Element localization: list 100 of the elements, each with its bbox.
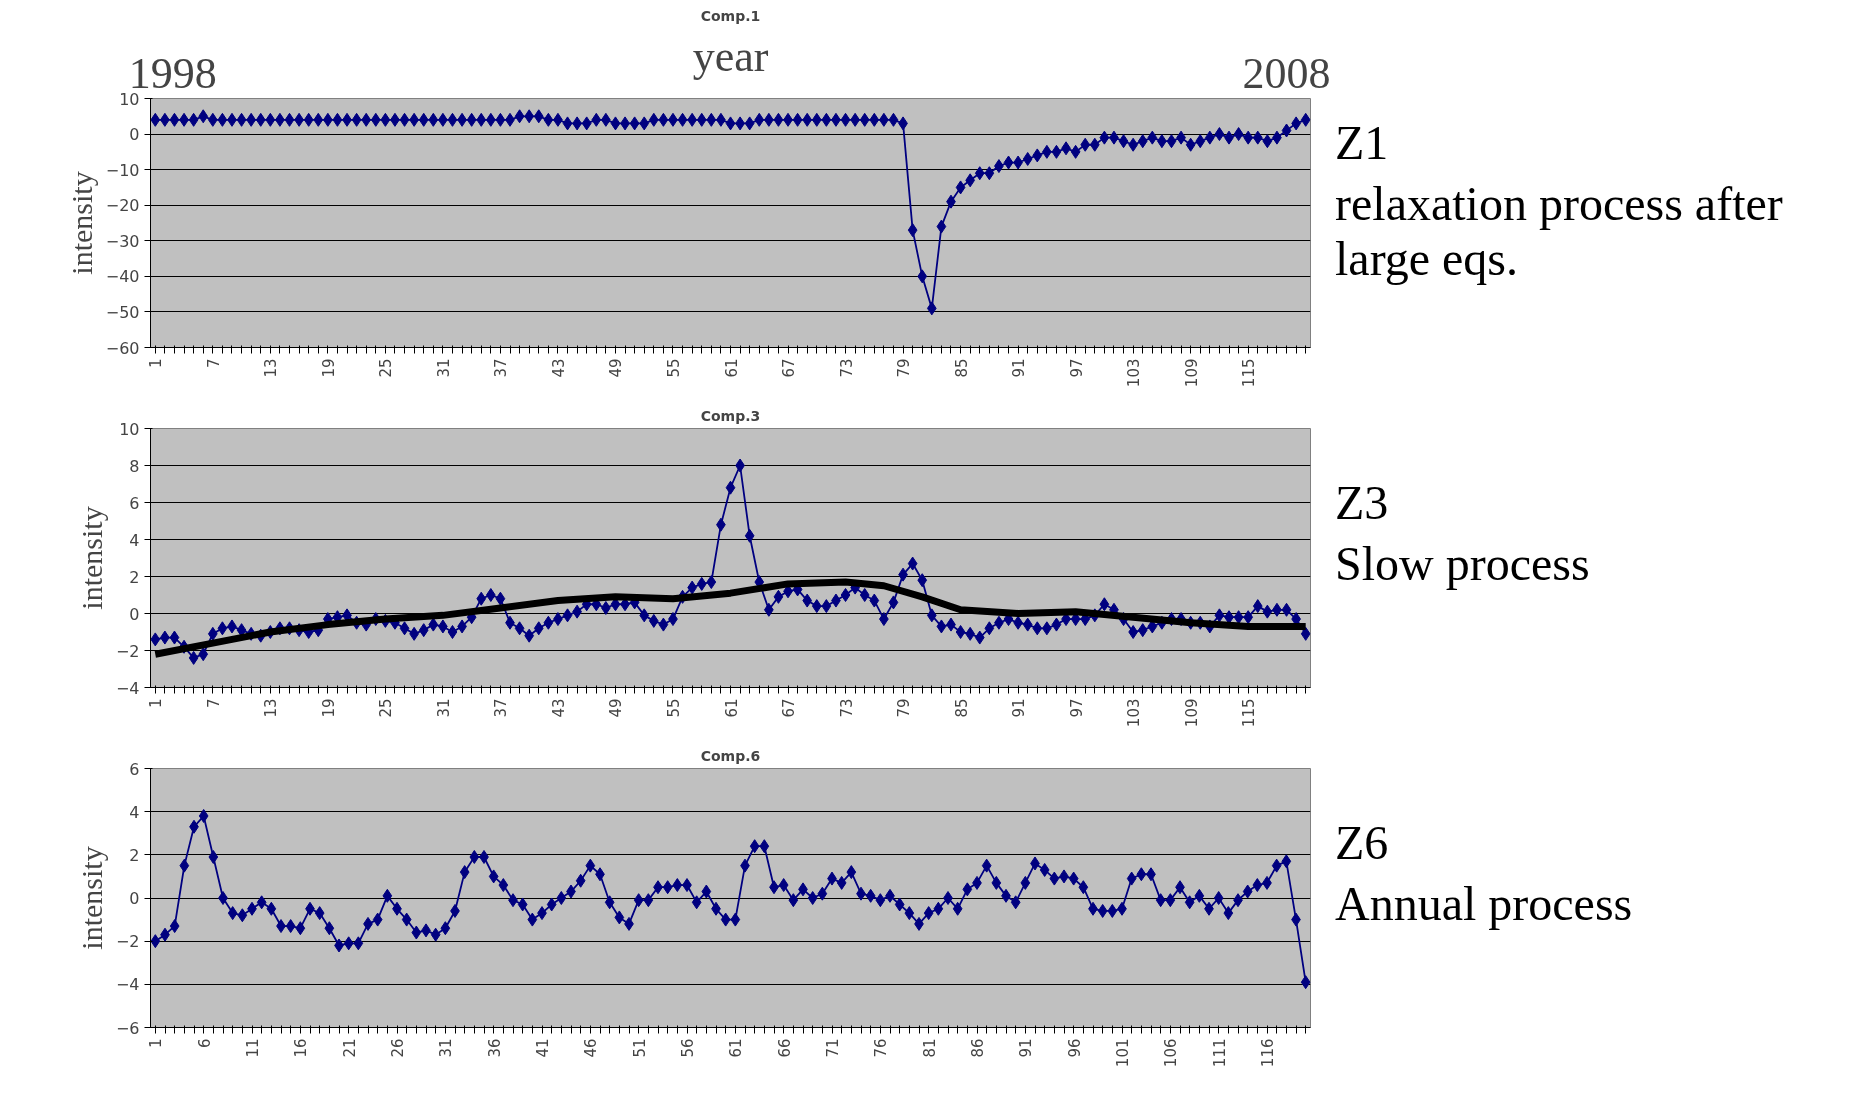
x-tick-label: 19 <box>319 358 338 378</box>
x2-axis-title: year <box>692 31 769 81</box>
y-tick-label: 2 <box>129 845 140 865</box>
x-tick-label: 16 <box>292 1038 311 1058</box>
text: Z3 <box>1335 475 1390 531</box>
text: relaxation process after large eqs. <box>1335 176 1784 287</box>
text: Z1 <box>1335 115 1390 171</box>
y-tick-label: 0 <box>129 604 140 624</box>
x-tick-label: 1 <box>147 358 166 369</box>
x-tick-label: 55 <box>664 698 683 718</box>
x-tick-label: 36 <box>485 1038 504 1058</box>
y-tick-label: −6 <box>115 1018 140 1038</box>
x-tick-label: 85 <box>952 358 971 378</box>
x-tick-label: 49 <box>607 698 626 718</box>
x-tick-label: 111 <box>1210 1038 1229 1068</box>
x-tick-label: 61 <box>722 358 741 378</box>
chart-title: Comp.6 <box>700 747 761 764</box>
x-tick-label: 31 <box>434 358 453 378</box>
x-tick-label: 73 <box>837 358 856 378</box>
x-tick-label: 37 <box>492 698 511 718</box>
x-tick-label: 115 <box>1240 698 1259 728</box>
x-tick-label: 31 <box>437 1038 456 1058</box>
x-tick-label: 109 <box>1182 698 1201 728</box>
x-tick-label: 103 <box>1125 358 1144 388</box>
x-tick-label: 66 <box>775 1038 794 1058</box>
x-tick-label: 67 <box>780 358 799 378</box>
y-axis-title: intensity <box>64 171 98 275</box>
x-tick-label: 103 <box>1125 698 1144 728</box>
x-tick-label: 7 <box>204 358 223 369</box>
y-axis-title: intensity <box>74 506 108 610</box>
y-tick-label: 4 <box>129 802 140 822</box>
x-tick-label: 73 <box>837 698 856 718</box>
y-tick-label: 0 <box>129 125 140 145</box>
x-tick-label: 106 <box>1162 1038 1181 1068</box>
x-tick-label: 91 <box>1017 1038 1036 1058</box>
text: Z6 <box>1335 815 1390 871</box>
x-tick-label: 81 <box>920 1038 939 1058</box>
x-tick-label: 79 <box>895 698 914 718</box>
x-tick-label: 46 <box>582 1038 601 1058</box>
y-tick-label: −50 <box>105 302 140 322</box>
y-tick-label: −4 <box>115 975 140 995</box>
x-tick-label: 1 <box>147 698 166 709</box>
text: Slow process <box>1335 536 1590 592</box>
x-tick-label: 6 <box>195 1038 214 1049</box>
x-tick-label: 13 <box>262 698 281 718</box>
y-tick-label: −2 <box>115 641 140 661</box>
y-tick-label: 6 <box>129 493 140 513</box>
x-tick-label: 43 <box>549 698 568 718</box>
x-tick-label: 26 <box>389 1038 407 1058</box>
chart-title: Comp.3 <box>700 407 761 424</box>
chart-title: Comp.1 <box>700 7 761 24</box>
y-tick-label: −40 <box>105 267 140 287</box>
x-tick-label: 11 <box>244 1038 262 1058</box>
y-tick-label: 10 <box>119 419 140 439</box>
x-tick-label: 71 <box>824 1038 842 1058</box>
y-tick-label: 8 <box>129 456 140 476</box>
x-tick-label: 41 <box>534 1038 552 1058</box>
x-tick-label: 116 <box>1259 1038 1277 1068</box>
x-tick-label: 49 <box>607 358 626 378</box>
x-tick-label: 31 <box>434 698 453 718</box>
x-tick-label: 55 <box>664 358 683 378</box>
x-tick-label: 21 <box>340 1038 359 1058</box>
y-tick-label: −10 <box>105 160 140 180</box>
x-tick-label: 19 <box>319 698 338 718</box>
x-tick-label: 86 <box>969 1038 987 1058</box>
x-tick-label: 79 <box>895 358 914 378</box>
x-tick-label: 115 <box>1240 358 1259 388</box>
y-tick-label: −2 <box>115 932 140 952</box>
x-tick-label: 91 <box>1010 358 1029 378</box>
y-axis-title: intensity <box>74 846 108 950</box>
y-tick-label: 0 <box>129 889 140 908</box>
x-tick-label: 97 <box>1067 698 1086 718</box>
x-tick-label: 43 <box>549 358 568 378</box>
x-tick-label: 67 <box>780 698 799 718</box>
x-tick-label: 61 <box>722 698 741 718</box>
y-tick-label: 6 <box>129 759 140 779</box>
y-tick-label: 2 <box>129 567 140 587</box>
x-tick-label: 37 <box>492 358 511 378</box>
y-tick-label: 4 <box>129 530 140 550</box>
x-tick-label: 85 <box>952 698 971 718</box>
x-tick-label: 109 <box>1182 358 1201 388</box>
y-tick-label: −20 <box>105 196 140 216</box>
x-tick-label: 25 <box>377 358 396 378</box>
x-tick-label: 101 <box>1114 1038 1132 1068</box>
x-tick-label: 96 <box>1065 1038 1084 1058</box>
x-tick-label: 61 <box>727 1038 746 1058</box>
text: Annual process <box>1335 876 1633 932</box>
x-tick-label: 97 <box>1067 358 1086 378</box>
x-tick-label: 7 <box>204 698 223 709</box>
y-tick-label: −30 <box>105 231 140 251</box>
x2-tick-label: 2008 <box>1242 48 1331 98</box>
x-tick-label: 1 <box>147 1038 166 1049</box>
x-tick-label: 76 <box>872 1038 891 1058</box>
x-tick-label: 51 <box>630 1038 649 1058</box>
x-tick-label: 25 <box>377 698 396 718</box>
y-tick-label: −4 <box>115 678 140 698</box>
x-tick-label: 13 <box>262 358 281 378</box>
x-tick-label: 91 <box>1010 698 1029 718</box>
y-tick-label: −60 <box>105 338 140 358</box>
x-tick-label: 56 <box>679 1038 697 1058</box>
